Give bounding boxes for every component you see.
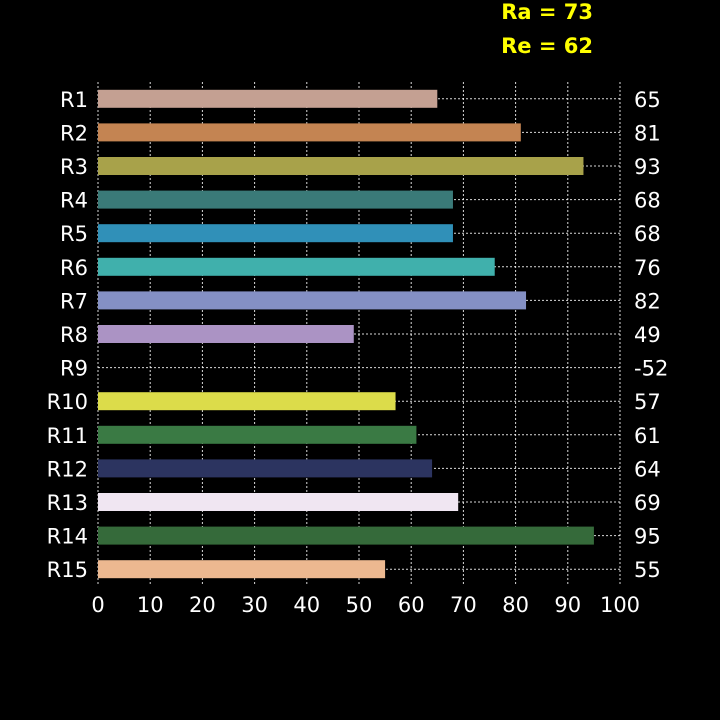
x-tick-label: 10 — [137, 593, 164, 617]
value-label-r8: 49 — [634, 323, 661, 347]
x-tick-label: 30 — [241, 593, 268, 617]
bar-r3 — [98, 157, 584, 175]
category-label-r7: R7 — [60, 289, 88, 313]
category-label-r13: R13 — [47, 491, 88, 515]
bar-r1 — [98, 89, 438, 108]
x-tick-label: 0 — [91, 593, 104, 617]
category-label-r15: R15 — [47, 558, 88, 582]
bar-r4 — [98, 190, 453, 209]
category-label-r10: R10 — [47, 390, 88, 414]
category-label-r11: R11 — [47, 424, 88, 448]
category-label-r2: R2 — [60, 121, 88, 145]
x-tick-label: 80 — [502, 593, 529, 617]
category-label-r14: R14 — [47, 525, 88, 549]
category-label-r6: R6 — [60, 256, 88, 280]
x-tick-label: 70 — [450, 593, 477, 617]
value-label-r1: 65 — [634, 88, 661, 112]
value-label-r15: 55 — [634, 558, 661, 582]
x-tick-label: 50 — [346, 593, 373, 617]
value-label-r12: 64 — [634, 457, 661, 481]
x-tick-label: 20 — [189, 593, 216, 617]
category-label-r1: R1 — [60, 88, 88, 112]
value-label-r3: 93 — [634, 155, 661, 179]
category-label-r12: R12 — [47, 457, 88, 481]
x-tick-label: 60 — [398, 593, 425, 617]
bar-r13 — [98, 493, 459, 511]
value-label-r11: 61 — [634, 424, 661, 448]
bar-r11 — [98, 425, 417, 444]
category-label-r5: R5 — [60, 222, 88, 246]
value-label-r13: 69 — [634, 491, 661, 515]
value-label-r5: 68 — [634, 222, 661, 246]
bar-r15 — [98, 560, 386, 579]
bar-r7 — [98, 291, 527, 310]
value-label-r9: -52 — [634, 357, 668, 381]
value-label-r14: 95 — [634, 525, 661, 549]
bar-r12 — [98, 459, 433, 478]
category-label-r3: R3 — [60, 155, 88, 179]
value-label-r6: 76 — [634, 256, 661, 280]
x-tick-label: 90 — [554, 593, 581, 617]
bar-r6 — [98, 257, 495, 276]
bar-r5 — [98, 224, 453, 243]
bar-r14 — [98, 526, 594, 545]
ra-label: Ra = 73 — [501, 0, 593, 24]
value-label-r10: 57 — [634, 390, 661, 414]
bar-r10 — [98, 392, 396, 411]
category-label-r9: R9 — [60, 357, 88, 381]
value-label-r7: 82 — [634, 289, 661, 313]
bar-r2 — [98, 123, 521, 142]
x-tick-label: 40 — [293, 593, 320, 617]
re-label: Re = 62 — [501, 34, 593, 58]
value-label-r2: 81 — [634, 121, 661, 145]
bar-r8 — [98, 325, 354, 343]
category-label-r4: R4 — [60, 189, 88, 213]
category-label-r8: R8 — [60, 323, 88, 347]
value-label-r4: 68 — [634, 189, 661, 213]
x-tick-label: 100 — [600, 593, 640, 617]
